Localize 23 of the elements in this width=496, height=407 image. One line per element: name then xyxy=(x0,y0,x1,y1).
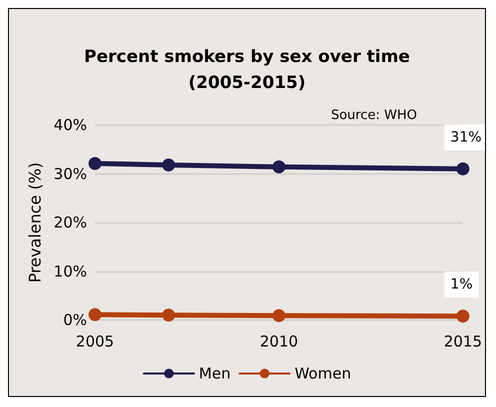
x-tick-label: 2005 xyxy=(76,332,114,350)
y-tick-label: 40% xyxy=(54,116,87,134)
y-axis-title: Prevalence (%) xyxy=(25,162,44,283)
y-tick-label: 0% xyxy=(63,311,87,329)
point xyxy=(88,308,102,322)
data-label: 1% xyxy=(450,276,473,293)
y-tick-label: 30% xyxy=(54,164,87,183)
data-label: 31% xyxy=(450,129,482,146)
point xyxy=(162,308,176,322)
legend-label: Women xyxy=(294,364,352,382)
x-tick-label: 2015 xyxy=(444,332,482,350)
point xyxy=(88,157,102,170)
point xyxy=(162,158,176,172)
y-tick-label: 20% xyxy=(54,214,87,232)
point xyxy=(272,309,286,322)
chart-title: Percent smokers by sex over time (2005-2015) xyxy=(84,47,410,93)
point xyxy=(456,162,470,176)
point xyxy=(272,160,286,174)
x-tick-label: 2010 xyxy=(260,332,298,350)
legend-label: Men xyxy=(198,364,231,382)
point xyxy=(456,310,470,323)
y-tick-label: 10% xyxy=(54,262,87,280)
source-note: Source: WHO xyxy=(330,108,418,123)
